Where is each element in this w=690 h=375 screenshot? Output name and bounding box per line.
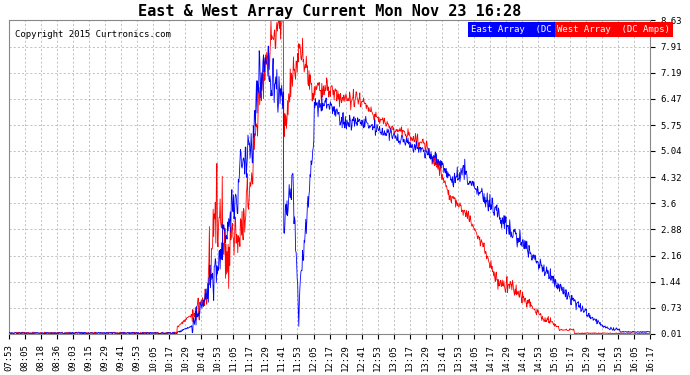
Text: Copyright 2015 Curtronics.com: Copyright 2015 Curtronics.com: [15, 30, 171, 39]
Title: East & West Array Current Mon Nov 23 16:28: East & West Array Current Mon Nov 23 16:…: [138, 4, 521, 19]
Text: West Array  (DC Amps): West Array (DC Amps): [558, 25, 670, 34]
Text: East Array  (DC Amps): East Array (DC Amps): [471, 25, 584, 34]
